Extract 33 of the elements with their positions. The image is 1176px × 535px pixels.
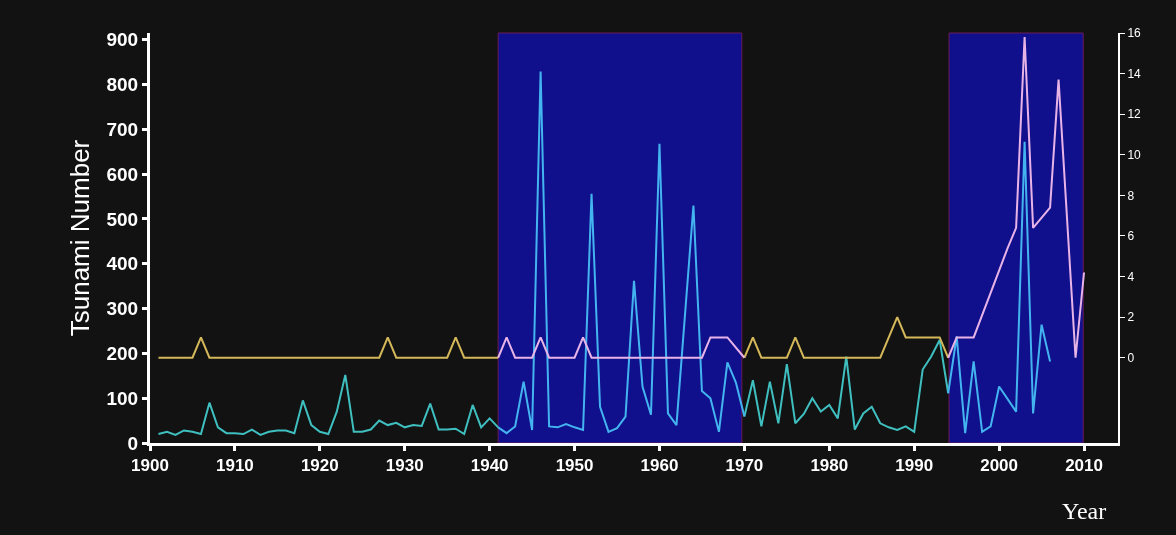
x-tick-label: 1900 xyxy=(131,456,169,476)
x-tick-label: 2010 xyxy=(1065,456,1103,476)
y-tick-label: 300 xyxy=(106,298,139,320)
y2-tick-label: 12 xyxy=(1127,107,1142,122)
x-tick-label: 1960 xyxy=(640,456,679,476)
y-tick-label: 700 xyxy=(106,118,139,140)
y2-tick-label: 0 xyxy=(1127,350,1135,365)
y-tick-label: 400 xyxy=(106,253,139,275)
x-tick-label: 1910 xyxy=(216,456,254,476)
x-tick-label: 1980 xyxy=(810,456,849,476)
x-tick-label: 1990 xyxy=(895,456,934,476)
y2-tick-label: 10 xyxy=(1127,147,1142,162)
y2-tick-label: 16 xyxy=(1127,26,1142,41)
y-tick-label: 200 xyxy=(106,343,139,365)
y-axis-title: Tsunami Number xyxy=(64,139,95,337)
y-tick-label: 900 xyxy=(106,29,139,51)
y2-tick-label: 14 xyxy=(1127,66,1142,81)
x-tick-label: 1970 xyxy=(725,456,764,476)
x-tick-label: 1940 xyxy=(470,456,509,476)
y-tick-label: 0 xyxy=(127,432,139,454)
x-axis-title: Year xyxy=(1062,498,1107,524)
y-tick-label: 500 xyxy=(106,208,139,230)
y2-tick-label: 8 xyxy=(1127,188,1135,203)
x-tick-label: 1950 xyxy=(555,456,594,476)
x-tick-label: 2000 xyxy=(980,456,1019,476)
y-tick-label: 800 xyxy=(106,74,139,96)
y-tick-label: 600 xyxy=(106,163,139,185)
y2-tick-label: 2 xyxy=(1127,310,1135,325)
x-tick-label: 1920 xyxy=(300,456,339,476)
x-tick-label: 1930 xyxy=(385,456,424,476)
y2-tick-label: 6 xyxy=(1127,229,1135,244)
y2-tick-label: 4 xyxy=(1127,269,1135,284)
y-tick-label: 100 xyxy=(106,387,139,409)
